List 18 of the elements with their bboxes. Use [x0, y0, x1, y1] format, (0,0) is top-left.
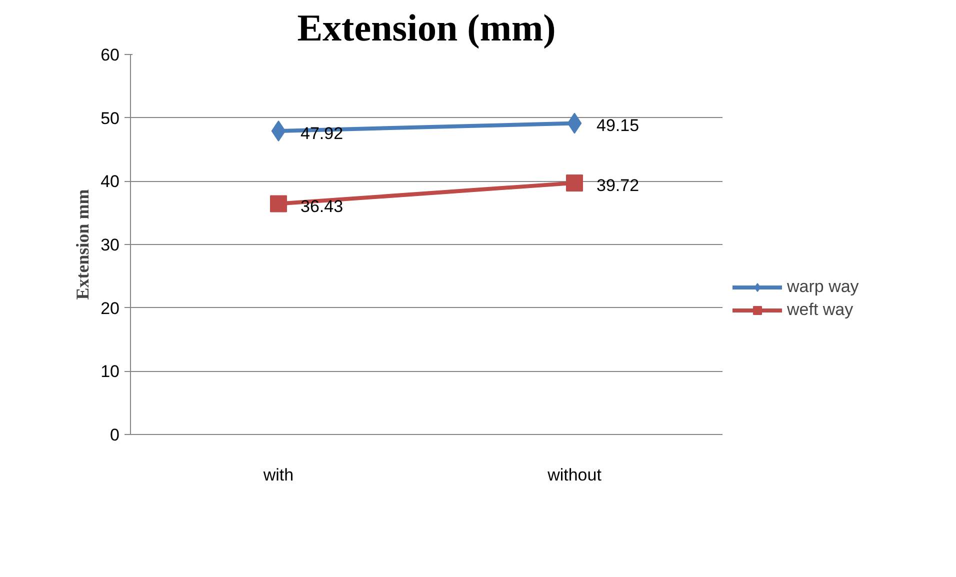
y-tick-label: 20	[100, 298, 120, 318]
data-label: 39.72	[596, 176, 640, 195]
point	[270, 195, 287, 212]
y-tick-label: 50	[100, 108, 120, 128]
x-tick-label: with	[262, 466, 294, 484]
legend-label: warp way	[787, 277, 859, 297]
data-label: 49.15	[596, 116, 640, 136]
y-axis-title: Extension mm	[72, 189, 93, 300]
data-label: 36.43	[300, 196, 344, 216]
y-tick-label: 0	[110, 426, 120, 444]
point	[566, 174, 583, 192]
x-tick-label: without	[546, 466, 602, 484]
chart-title: Extension (mm)	[297, 8, 556, 50]
y-tick-label: 10	[100, 362, 120, 382]
y-tick-label: 40	[100, 172, 120, 192]
y-tick-label: 60	[100, 46, 120, 64]
legend-label: weft way	[787, 300, 854, 320]
y-tick-label: 30	[100, 236, 120, 254]
